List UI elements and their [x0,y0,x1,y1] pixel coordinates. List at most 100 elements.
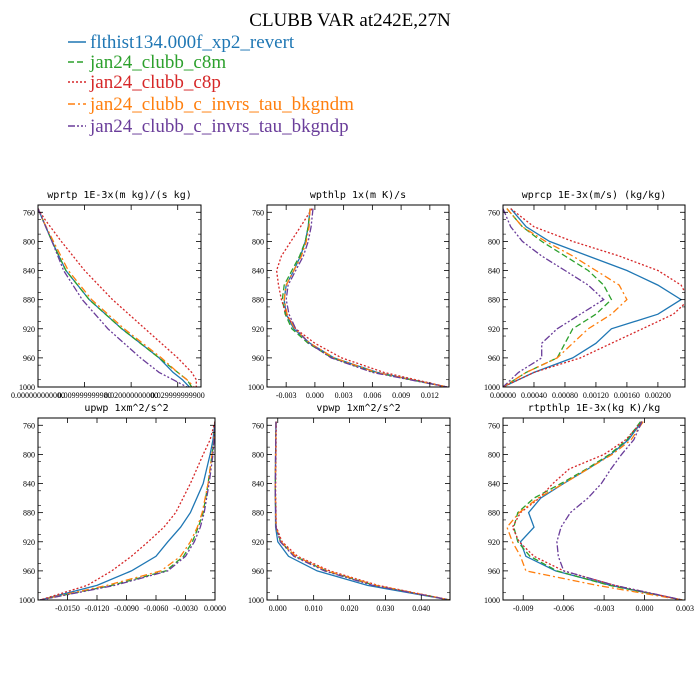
x-tick-label: 0.009 [392,391,410,400]
x-tick-label: -0.0030 [173,604,198,613]
y-tick-label: 1000 [484,383,500,392]
y-tick-label: 880 [23,296,35,305]
series-line-2 [38,208,197,387]
x-tick-label: 0.00040 [521,391,547,400]
y-tick-label: 760 [252,421,264,430]
y-tick-label: 800 [488,450,500,459]
y-tick-label: 1000 [248,596,264,605]
series-line-2 [503,208,685,387]
y-tick-label: 840 [488,267,500,276]
x-tick-label: 0.030 [376,604,394,613]
panel-4: vpwp 1xm^2/s^2 760 800 840 880 920 960 1000 0.00… [248,403,451,613]
series-line-4 [503,208,605,387]
x-tick-label: 0.009999999980 [58,391,112,400]
series-line-0 [38,208,190,387]
y-tick-label: 920 [23,538,35,547]
y-tick-label: 840 [23,267,35,276]
x-tick-label: 0.0000 [204,604,226,613]
y-tick-label: 840 [252,267,264,276]
x-tick-label: 0.000 [269,604,287,613]
y-tick-label: 880 [252,296,264,305]
series-line-1 [513,421,683,600]
y-tick-label: 920 [23,325,35,334]
y-tick-label: 920 [252,325,264,334]
x-tick-label: -0.006 [553,604,574,613]
y-tick-label: 800 [23,237,35,246]
series-line-1 [38,208,193,387]
legend-label-0: flthist134.000f_xp2_revert [90,32,295,53]
series-line-0 [519,421,683,600]
panel-1: wpthlp 1x(m K)/s 760 800 840 880 920 960 1000 -0… [248,190,450,400]
plot-frame [37,204,202,388]
series-line-3 [283,208,448,387]
y-tick-label: 1000 [19,383,35,392]
y-tick-label: 920 [488,538,500,547]
y-tick-label: 960 [488,567,500,576]
series-line-3 [274,421,450,600]
legend-entry: jan24_clubb_c8m [68,52,226,73]
x-tick-label: 0.000000000000 [11,391,65,400]
y-tick-label: 880 [488,509,500,518]
panel-3: upwp 1xm^2/s^2 760 800 840 880 920 960 1000 -0.0… [19,403,226,613]
plot-frame [502,204,686,388]
series-line-2 [275,208,448,387]
x-tick-label: 0.00000 [490,391,516,400]
x-tick-label: 0.00160 [614,391,640,400]
series-line-3 [39,421,215,600]
x-tick-label: 0.040 [412,604,430,613]
y-tick-label: 960 [23,354,35,363]
y-tick-label: 960 [252,567,264,576]
y-tick-label: 800 [23,450,35,459]
y-tick-label: 920 [488,325,500,334]
y-tick-label: 1000 [248,383,264,392]
y-tick-label: 960 [23,567,35,576]
series-line-3 [506,421,683,600]
panel-title: wpthlp 1x(m K)/s [310,190,406,201]
series-line-3 [503,208,628,387]
y-tick-label: 760 [252,208,264,217]
series-line-0 [274,421,450,600]
series-line-4 [285,208,448,387]
x-tick-label: 0.000 [636,604,654,613]
panel-5: rtpthlp 1E-3x(kg K)/kg 760 800 840 880 920 960… [484,403,694,613]
plot-frame [266,204,450,388]
legend: flthist134.000f_xp2_revert jan24_clubb_c… [68,32,354,137]
legend-label-3: jan24_clubb_c_invrs_tau_bkgndm [89,94,354,115]
x-tick-label: 0.010 [305,604,323,613]
y-tick-label: 1000 [484,596,500,605]
series-line-2 [511,421,683,600]
plot-frame [266,417,451,601]
series-line-1 [503,208,613,387]
series-line-2 [39,421,215,600]
legend-label-1: jan24_clubb_c8m [89,52,226,73]
x-tick-label: 0.029999999900 [151,391,205,400]
series-line-4 [38,208,188,387]
x-tick-label: 0.020 [341,604,359,613]
y-tick-label: 840 [488,480,500,489]
series-line-2 [274,421,450,600]
x-tick-label: -0.0090 [114,604,139,613]
y-tick-label: 960 [488,354,500,363]
y-tick-label: 1000 [19,596,35,605]
y-tick-label: 800 [252,237,264,246]
y-tick-label: 880 [488,296,500,305]
y-tick-label: 840 [252,480,264,489]
y-tick-label: 880 [23,509,35,518]
x-tick-label: -0.003 [594,604,615,613]
panel-title: rtpthlp 1E-3x(kg K)/kg [528,403,660,414]
legend-entry: jan24_clubb_c8p [68,72,221,93]
plot-frame [502,417,686,601]
figure-title: CLUBB VAR at242E,27N [249,10,451,31]
y-tick-label: 800 [252,450,264,459]
series-line-0 [503,208,683,387]
y-tick-label: 800 [488,237,500,246]
x-tick-label: -0.003 [276,391,297,400]
y-tick-label: 760 [488,208,500,217]
y-tick-label: 760 [23,208,35,217]
panel-title: upwp 1xm^2/s^2 [84,403,168,414]
panel-0: wprtp 1E-3x(m kg)/(s kg) 760 800 840 880 920 9… [11,190,205,400]
x-tick-label: 0.00200 [645,391,671,400]
x-tick-label: 0.012 [421,391,439,400]
panel-title: vpwp 1xm^2/s^2 [316,403,400,414]
